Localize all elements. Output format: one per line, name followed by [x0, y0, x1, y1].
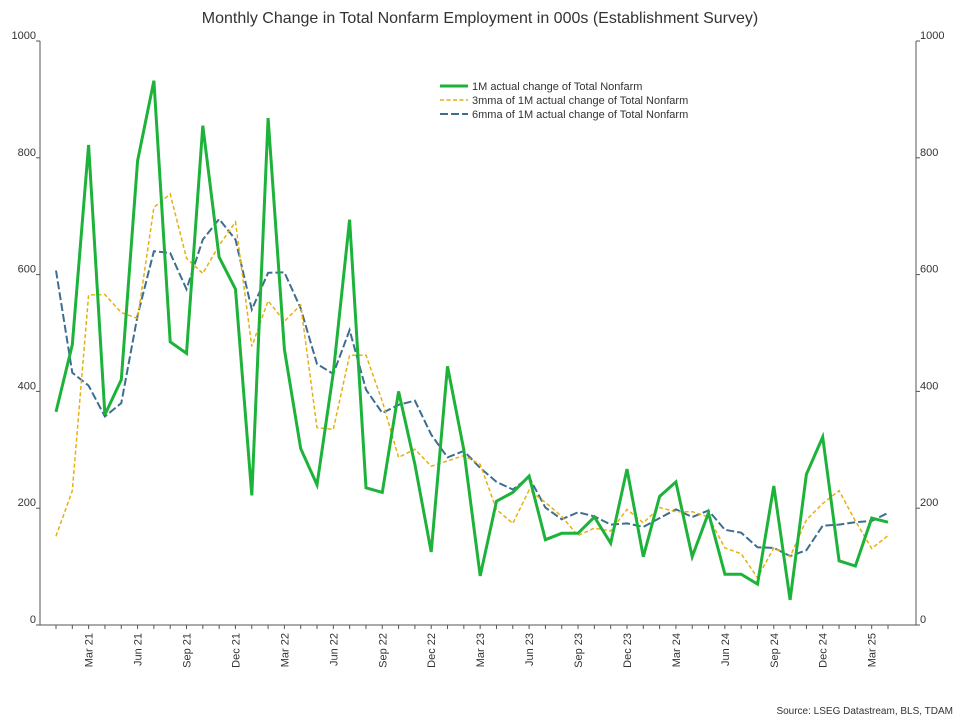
y-tick-label-right: 800	[920, 147, 938, 159]
x-tick-label: Jun 22	[328, 633, 340, 666]
y-tick-label-right: 1000	[920, 30, 944, 42]
x-tick-label: Sep 22	[377, 633, 389, 668]
x-tick-label: Dec 23	[622, 633, 634, 668]
series-line	[54, 80, 889, 601]
y-tick-label-right: 200	[920, 497, 938, 509]
y-tick-label-left: 400	[18, 380, 36, 392]
y-tick-label-left: 200	[18, 497, 36, 509]
series-line	[55, 192, 889, 580]
legend-label: 1M actual change of Total Nonfarm	[472, 81, 642, 93]
x-tick-label: Dec 24	[818, 633, 830, 668]
series-line	[55, 217, 889, 558]
x-tick-label: Sep 21	[182, 633, 194, 668]
y-tick-label-left: 0	[30, 614, 36, 626]
y-tick-label-left: 800	[18, 147, 36, 159]
source-note: Source: LSEG Datastream, BLS, TDAM	[776, 706, 953, 717]
x-tick-label: Mar 21	[84, 633, 96, 667]
x-tick-label: Sep 24	[769, 633, 781, 668]
y-tick-label-left: 1000	[12, 30, 36, 42]
x-tick-label: Dec 22	[426, 633, 438, 668]
x-tick-label: Mar 24	[671, 633, 683, 667]
x-tick-label: Mar 23	[475, 633, 487, 667]
y-tick-label-left: 600	[18, 264, 36, 276]
y-tick-label-right: 400	[920, 380, 938, 392]
chart-title: Monthly Change in Total Nonfarm Employme…	[202, 10, 758, 27]
x-tick-label: Sep 23	[573, 633, 585, 668]
x-tick-label: Jun 23	[524, 633, 536, 666]
x-tick-label: Dec 21	[230, 633, 242, 668]
legend-label: 6mma of 1M actual change of Total Nonfar…	[472, 109, 688, 121]
legend: 1M actual change of Total Nonfarm 3mma of…	[440, 81, 688, 121]
x-tick-label: Jun 24	[720, 633, 732, 666]
y-tick-label-right: 600	[920, 264, 938, 276]
axes: 0 0 200 200 400 400 600 600 800 800 1000 1000 Mar 21…	[12, 30, 945, 668]
y-tick-label-right: 0	[920, 614, 926, 626]
x-tick-label: Mar 25	[867, 633, 879, 667]
x-tick-label: Jun 21	[133, 633, 145, 666]
legend-label: 3mma of 1M actual change of Total Nonfar…	[472, 95, 688, 107]
x-tick-label: Mar 22	[279, 633, 291, 667]
series-layer	[54, 80, 889, 601]
